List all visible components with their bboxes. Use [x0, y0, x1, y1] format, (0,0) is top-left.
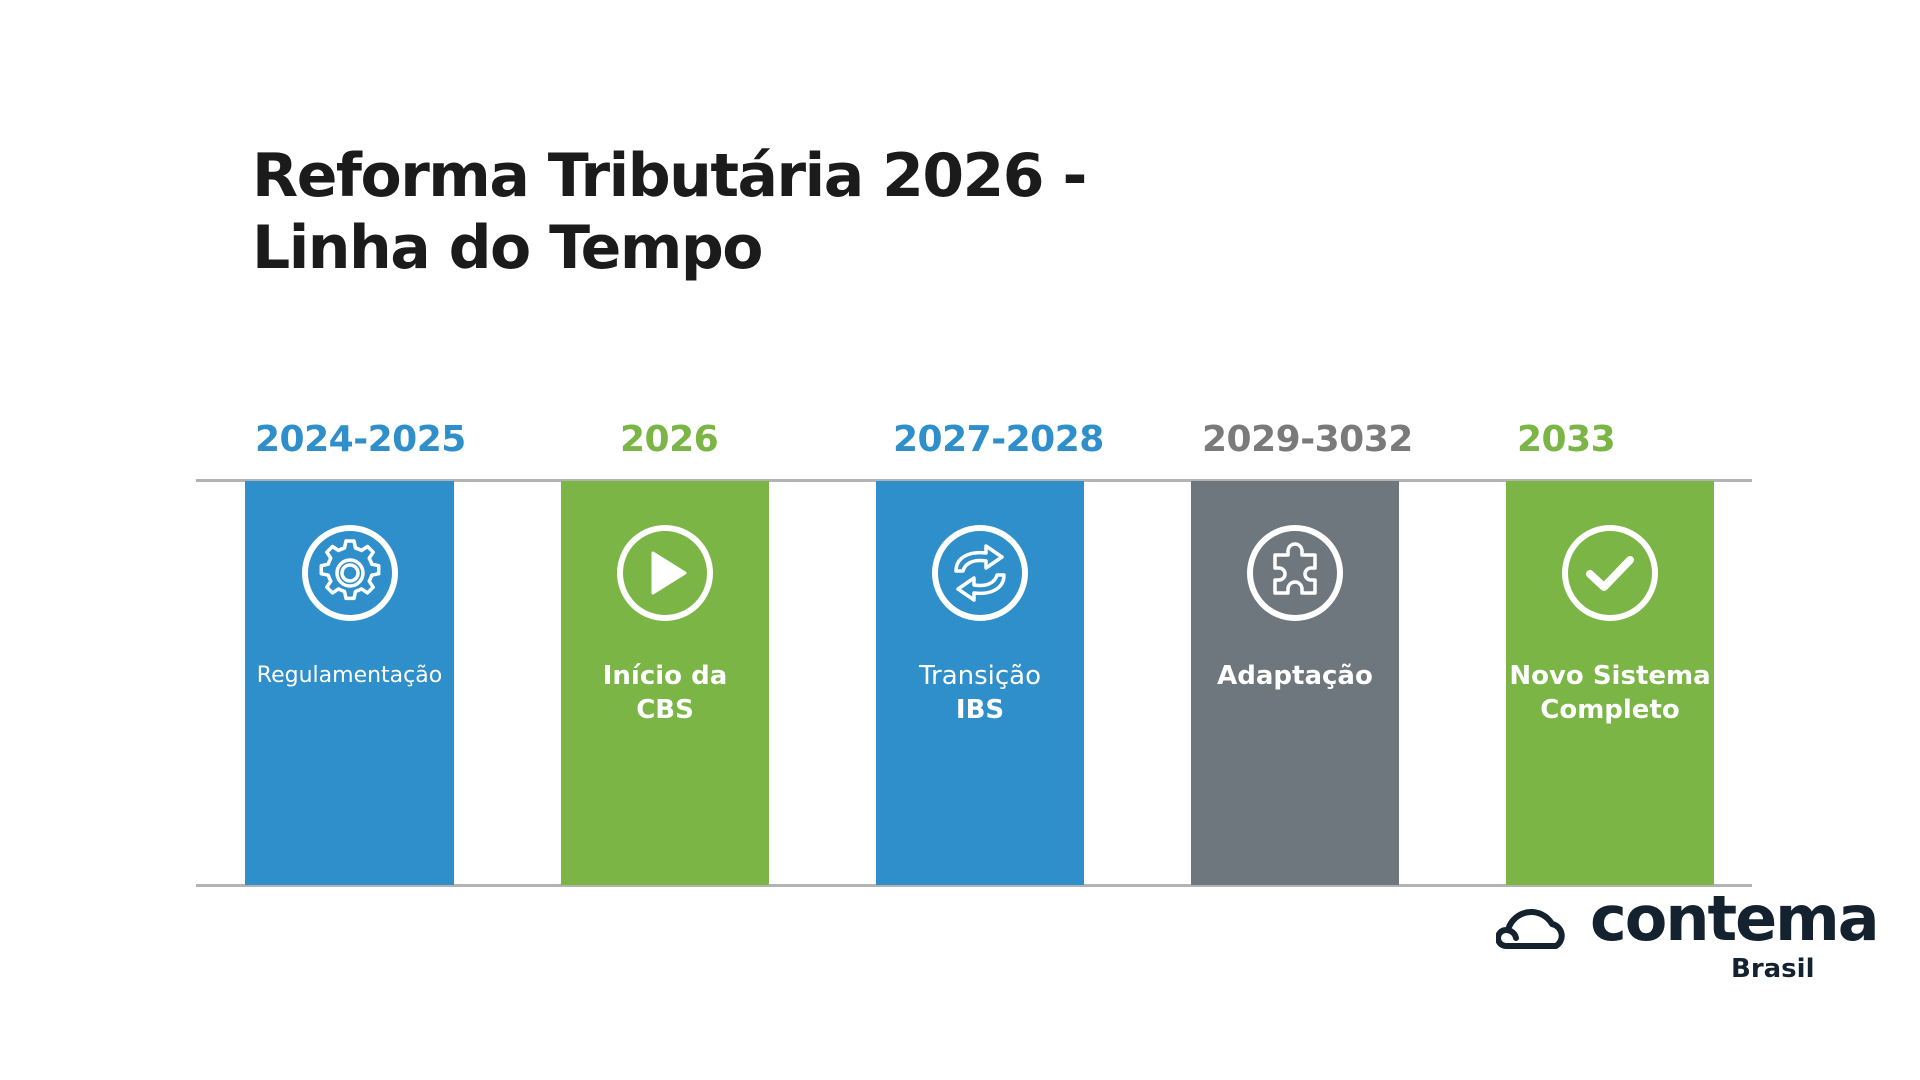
timeline-phase-inicio-cbs: Início da CBS [561, 481, 769, 885]
cloud-icon [1495, 902, 1570, 952]
play-icon [615, 523, 715, 623]
checkmark-icon [1560, 523, 1660, 623]
phase-label: Transição IBS [918, 661, 1042, 725]
phase-label: Início da CBS [602, 661, 728, 725]
timeline-top-rule [196, 479, 1752, 482]
title-line-2: Linha do Tempo [252, 213, 764, 283]
timeline-phase-novo-sistema: Novo Sistema Completo [1506, 481, 1714, 885]
puzzle-icon [1245, 523, 1345, 623]
timeline-phase-adaptacao: Adaptação [1191, 481, 1399, 885]
year-label-2033: 2033 [1517, 419, 1616, 460]
phase-label: Adaptação [1217, 661, 1373, 691]
timeline-bottom-rule [196, 884, 1752, 887]
logo-brand-text: contema [1590, 882, 1880, 955]
contema-logo: contema Brasil [1495, 884, 1880, 998]
phase-label: Novo Sistema Completo [1509, 661, 1711, 725]
gear-icon [300, 523, 400, 623]
page-title: Reforma Tributária 2026 - Linha do Tempo [252, 140, 1087, 284]
year-label-2029-3032: 2029-3032 [1202, 419, 1413, 460]
phase-label: Regulamentação [256, 663, 443, 688]
refresh-arrows-icon [930, 523, 1030, 623]
timeline-phase-regulamentacao: Regulamentação [245, 481, 454, 885]
logo-sub-text: Brasil [1731, 954, 1815, 984]
title-line-1: Reforma Tributária 2026 - [252, 141, 1087, 211]
year-label-2026: 2026 [620, 419, 719, 460]
year-label-2024-2025: 2024-2025 [255, 419, 466, 460]
timeline-phase-transicao-ibs: Transição IBS [876, 481, 1084, 885]
year-label-2027-2028: 2027-2028 [893, 419, 1104, 460]
